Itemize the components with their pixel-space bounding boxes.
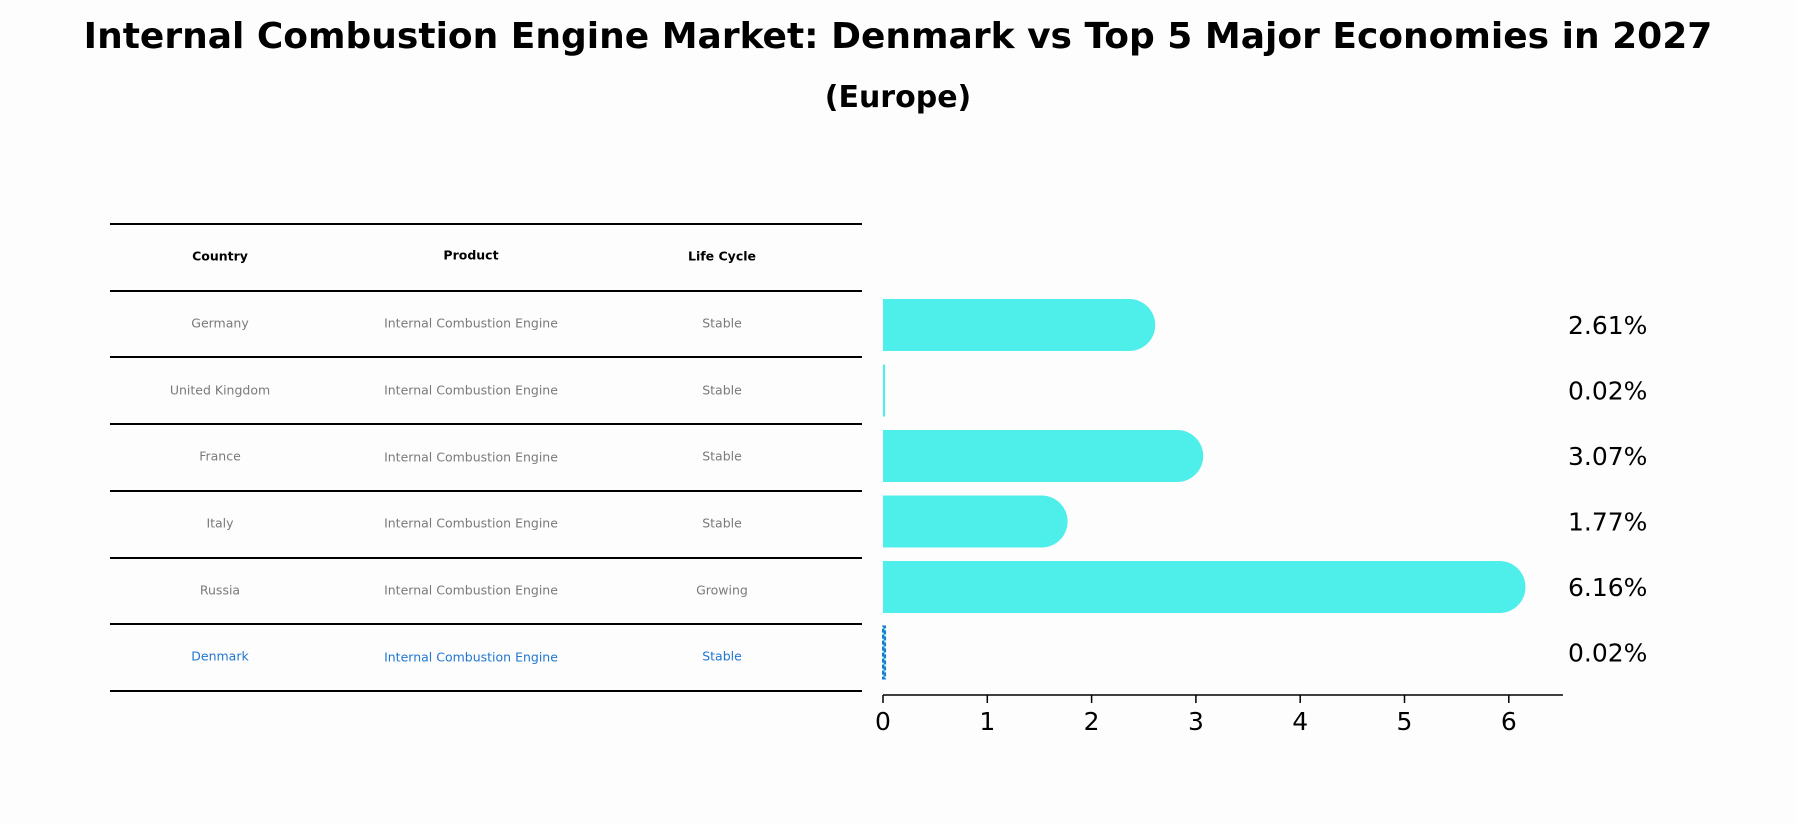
cell-product: Internal Combustion Engine (384, 582, 558, 598)
x-tick-label: 1 (979, 707, 995, 736)
cell-country: United Kingdom (169, 382, 271, 398)
x-tick-label: 5 (1397, 707, 1413, 736)
cell-country: France (199, 448, 241, 464)
bar-russia (883, 561, 1526, 613)
value-label: 0.02% (1568, 639, 1647, 668)
bars-group (882, 299, 1526, 680)
table-rule (110, 423, 862, 425)
cell-country: Germany (191, 315, 249, 331)
value-label: 1.77% (1568, 508, 1647, 537)
bar-united-kingdom (883, 364, 886, 417)
x-tick-label: 0 (875, 707, 891, 736)
cell-life-cycle: Stable (702, 448, 742, 464)
cell-country: Italy (206, 515, 234, 531)
cell-product: Internal Combustion Engine (384, 649, 558, 665)
header-country: Country (192, 248, 248, 264)
x-tick-label: 2 (1084, 707, 1100, 736)
table-rule (110, 557, 862, 559)
cell-life-cycle: Stable (702, 315, 742, 331)
table-rule (110, 490, 862, 492)
header-life-cycle: Life Cycle (687, 248, 756, 264)
cell-product: Internal Combustion Engine (384, 315, 558, 331)
cell-life-cycle: Stable (702, 515, 742, 531)
header-product: Product (443, 247, 499, 263)
table-rule (110, 290, 862, 292)
x-tick-label: 4 (1292, 707, 1308, 736)
x-tick-label: 6 (1501, 707, 1517, 736)
cell-life-cycle: Growing (696, 582, 748, 598)
bar-denmark (882, 625, 887, 680)
cell-product: Internal Combustion Engine (384, 515, 558, 531)
cell-product: Internal Combustion Engine (384, 382, 558, 398)
x-ticks-group: 0 1 2 3 4 5 6 (875, 695, 1517, 736)
value-label: 3.07% (1568, 442, 1647, 471)
table-rule (110, 690, 862, 692)
table-rule (110, 623, 862, 625)
bar-italy (883, 495, 1068, 548)
cell-country: Russia (199, 582, 241, 598)
table-rule (110, 223, 862, 225)
bar-france (883, 430, 1204, 482)
table-rule (110, 356, 862, 358)
cell-product: Internal Combustion Engine (384, 449, 558, 465)
x-tick-label: 3 (1188, 707, 1204, 736)
cell-life-cycle: Stable (702, 382, 742, 398)
bar-germany (883, 299, 1156, 351)
chart-subtitle: (Europe) (824, 80, 972, 115)
chart-title: Internal Combustion Engine Market: Denma… (83, 16, 1713, 57)
cell-life-cycle: Stable (702, 648, 742, 664)
cell-country: Denmark (191, 648, 249, 664)
value-labels-group: 2.61% 0.02% 3.07% 1.77% 6.16% 0.02% (1568, 311, 1647, 668)
value-label: 0.02% (1568, 377, 1647, 406)
value-label: 2.61% (1568, 311, 1647, 340)
value-label: 6.16% (1568, 573, 1647, 602)
